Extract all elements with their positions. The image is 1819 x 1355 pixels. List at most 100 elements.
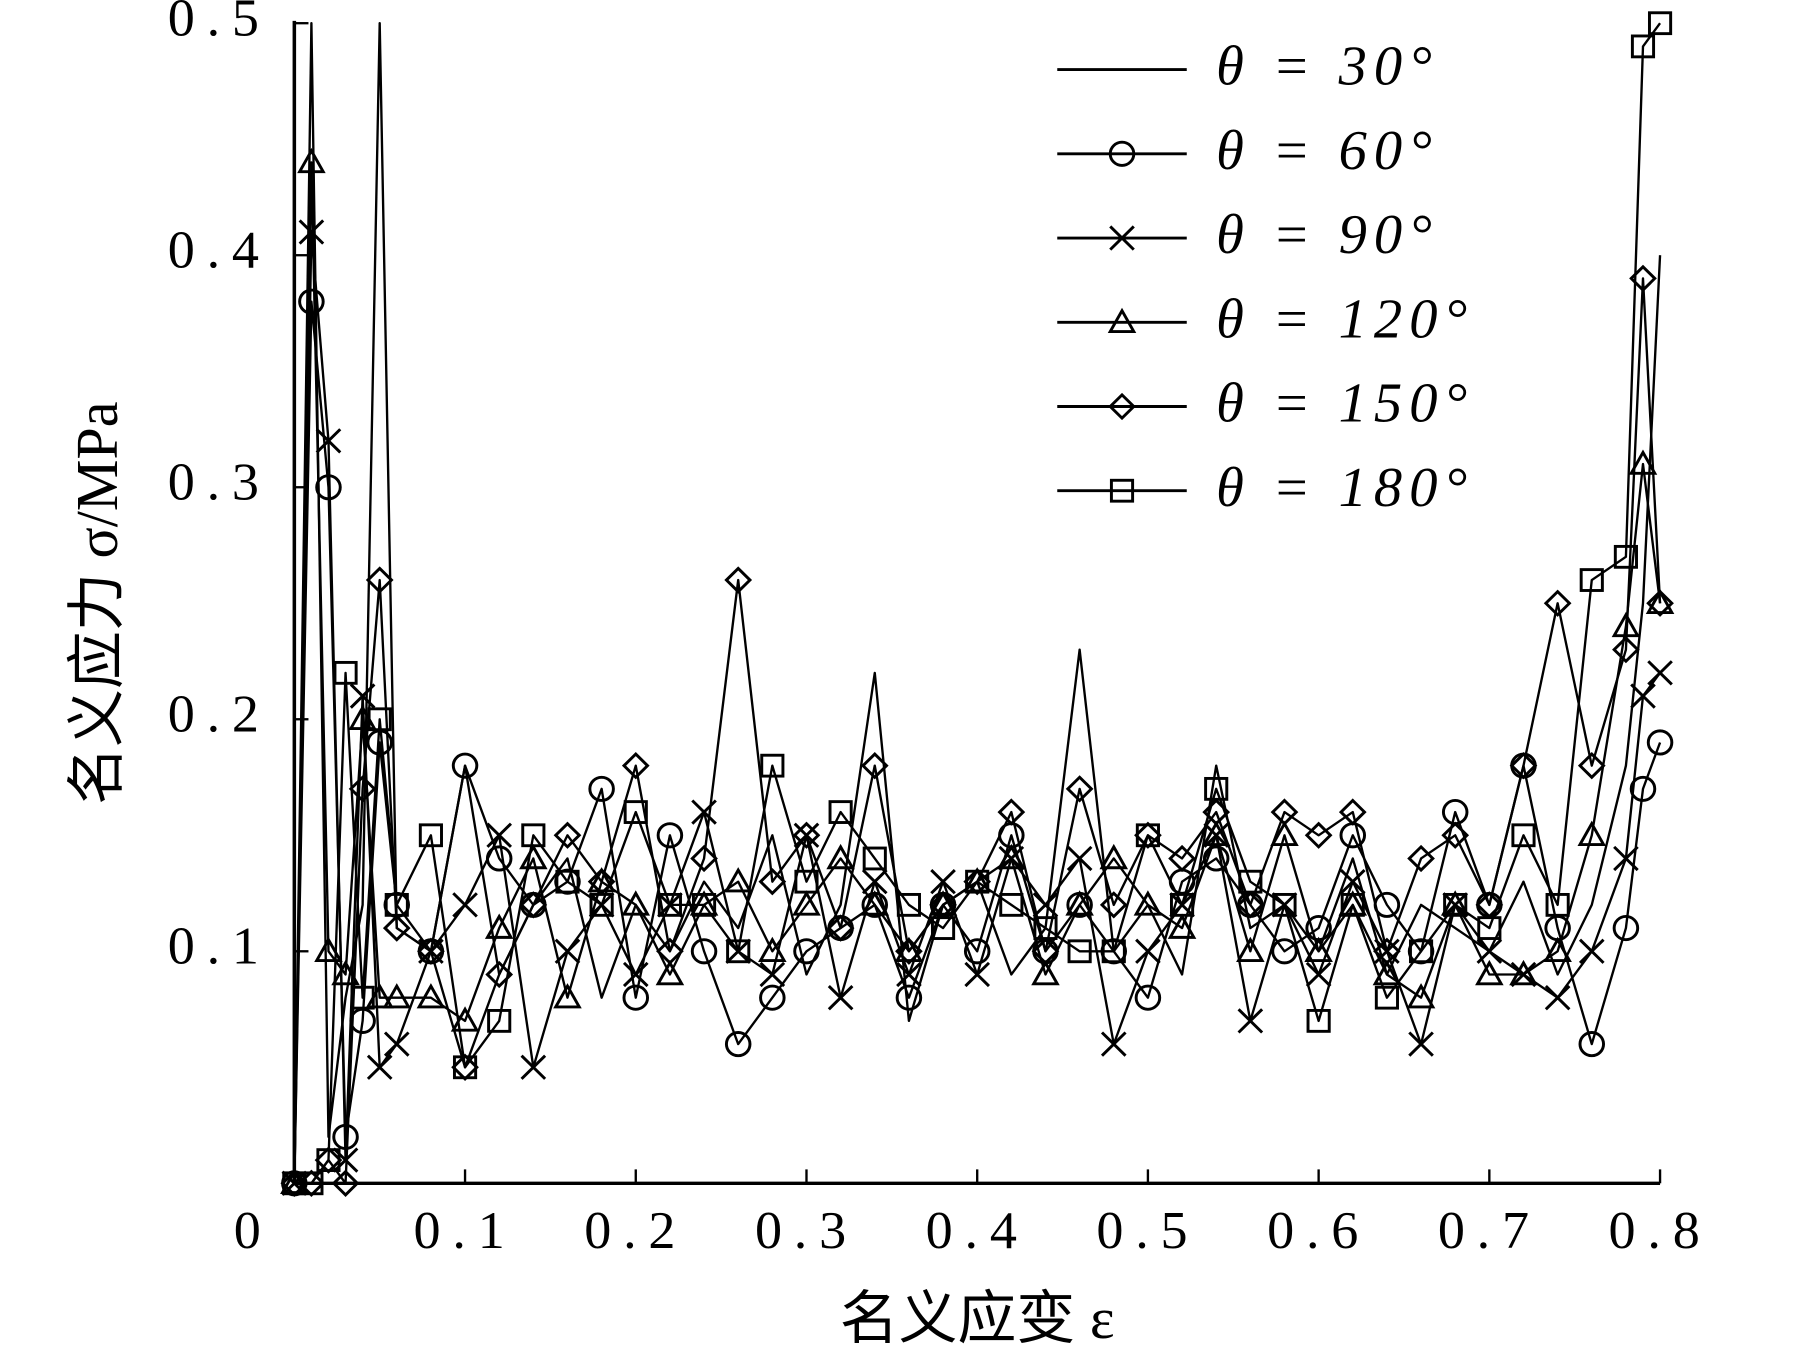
data-point: [621, 752, 650, 780]
data-point: [1443, 892, 1468, 917]
data-point: [894, 936, 924, 963]
data-point: [1065, 890, 1094, 916]
legend-label: θ = 150°: [1216, 373, 1474, 435]
data-point: [452, 1055, 478, 1080]
data-point: [315, 428, 342, 454]
data-point: [299, 1171, 324, 1196]
data-point: [282, 1171, 307, 1196]
data-point: [366, 1054, 393, 1080]
x-tick-label: 0.5: [1096, 1200, 1199, 1260]
data-point: [1475, 959, 1504, 986]
data-point: [656, 822, 684, 849]
data-point: [758, 868, 787, 896]
data-point: [485, 960, 514, 989]
y-tick-label: 0.4: [168, 220, 271, 280]
data-point: [1628, 449, 1658, 475]
data-point: [860, 752, 889, 780]
data-point: [861, 869, 888, 895]
data-point: [896, 892, 921, 917]
data-point: [895, 937, 923, 965]
data-point: [621, 890, 651, 916]
data-point: [521, 823, 546, 848]
data-point: [1441, 821, 1470, 849]
data-point: [1099, 891, 1128, 919]
data-point: [622, 984, 650, 1011]
data-point: [1031, 959, 1060, 986]
data-point: [451, 752, 479, 779]
data-point: [382, 914, 411, 942]
legend-label: θ = 30°: [1216, 36, 1439, 98]
data-point: [1646, 729, 1674, 756]
data-point: [1647, 11, 1673, 36]
data-point: [1406, 983, 1436, 1009]
data-point: [1544, 985, 1571, 1011]
data-point: [1067, 939, 1092, 964]
data-point: [365, 566, 394, 594]
legend-marker: [1108, 392, 1136, 421]
data-point: [1629, 775, 1657, 802]
data-point: [519, 843, 548, 870]
data-point: [452, 892, 478, 918]
data-point: [1509, 959, 1538, 986]
data-point: [723, 867, 753, 893]
data-point: [1613, 845, 1639, 872]
data-point: [759, 961, 786, 988]
data-point: [383, 1031, 410, 1057]
data-point: [1511, 823, 1536, 848]
data-point: [1168, 844, 1196, 873]
data-point: [297, 147, 326, 174]
data-point: [1613, 544, 1638, 569]
data-point: [1339, 869, 1366, 895]
data-point: [520, 1054, 547, 1080]
legend-marker: [1109, 478, 1135, 503]
data-point: [1408, 1031, 1434, 1057]
data-point: [928, 890, 958, 916]
data-point: [828, 800, 853, 824]
data-point: [1100, 1031, 1127, 1057]
data-point: [384, 892, 409, 917]
data-point: [1612, 636, 1640, 664]
data-point: [997, 798, 1026, 826]
data-point: [1304, 821, 1333, 849]
legend-marker: [1109, 225, 1135, 251]
data-point: [999, 892, 1024, 917]
data-point: [1236, 891, 1265, 919]
y-tick-label: 0.5: [168, 0, 271, 47]
data-point: [862, 846, 887, 871]
data-point: [1167, 913, 1197, 939]
data-point: [1135, 823, 1160, 848]
data-point: [827, 985, 854, 1011]
legend-label: θ = 90°: [1216, 205, 1439, 267]
data-point: [1305, 961, 1332, 988]
legend-label: θ = 60°: [1216, 120, 1439, 182]
data-point: [1066, 845, 1093, 872]
data-point: [724, 566, 753, 594]
data-point: [793, 938, 820, 965]
data-point: [1373, 937, 1401, 965]
data-point: [930, 916, 956, 940]
data-point: [331, 959, 360, 986]
data-point: [416, 983, 446, 1009]
x-tick-label: 0.6: [1267, 1200, 1370, 1260]
data-point: [1543, 936, 1572, 963]
data-point: [1270, 820, 1299, 847]
data-point: [350, 985, 375, 1010]
x-tick-label: 0.1: [414, 1200, 517, 1260]
data-point: [1270, 798, 1299, 826]
data-point: [1374, 985, 1399, 1010]
data-point: [1647, 660, 1673, 686]
data-point: [656, 937, 684, 965]
data-point: [1543, 589, 1572, 617]
y-axis-title: 名义应力 σ/MPa: [65, 401, 130, 804]
data-point: [519, 891, 548, 919]
data-point: [997, 843, 1026, 870]
data-point: [348, 775, 377, 803]
data-point: [895, 984, 923, 1011]
x-tick-label: 0: [234, 1200, 273, 1260]
data-point: [1372, 959, 1402, 986]
data-point: [331, 1169, 360, 1197]
data-point: [1578, 1031, 1606, 1058]
x-tick-label: 0.7: [1438, 1200, 1541, 1260]
data-point: [1579, 568, 1604, 592]
series-line: [294, 277, 1662, 1185]
